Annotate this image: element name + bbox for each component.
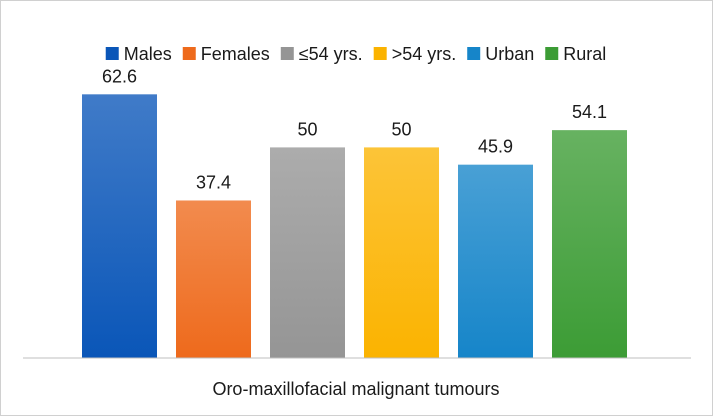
x-axis-label: Oro-maxillofacial malignant tumours (212, 379, 499, 399)
bar-females (176, 200, 251, 358)
data-label-urban: 45.9 (478, 137, 513, 157)
data-label-54-yrs: 50 (391, 119, 411, 139)
legend-label-54-yrs: ≤54 yrs. (299, 44, 363, 64)
chart-legend: Males Females ≤54 yrs. >54 yrs. Urban Rural (105, 44, 606, 64)
bar-males (82, 94, 157, 358)
legend-item-females: Females (182, 44, 270, 64)
legend-label-urban: Urban (485, 44, 534, 64)
data-label-rural: 54.1 (572, 102, 607, 122)
legend-swatch-54-yrs (280, 47, 294, 60)
legend-item-rural: Rural (545, 44, 606, 64)
legend-swatch-urban (467, 47, 481, 60)
legend-label-54-yrs: >54 yrs. (392, 44, 457, 64)
legend-label-rural: Rural (563, 44, 606, 64)
legend-item-males: Males (105, 44, 172, 64)
legend-label-females: Females (201, 44, 270, 64)
legend-swatch-females (182, 47, 196, 60)
legend-item-54-yrs: >54 yrs. (373, 44, 457, 64)
value-labels: 62.6 37.4 50 50 45.9 54.1 (102, 66, 607, 192)
bar-54-yrs (364, 147, 439, 358)
bars (82, 94, 627, 358)
legend-item-urban: Urban (467, 44, 534, 64)
data-label-females: 37.4 (196, 172, 231, 192)
bar-urban (458, 164, 533, 358)
legend-swatch-males (105, 47, 119, 60)
data-label-males: 62.6 (102, 66, 137, 86)
legend-swatch-54-yrs (373, 47, 387, 60)
bar-rural (552, 130, 627, 358)
bar-54-yrs (270, 147, 345, 358)
legend-swatch-rural (545, 47, 559, 60)
legend-item-54-yrs: ≤54 yrs. (280, 44, 363, 64)
legend-label-males: Males (124, 44, 172, 64)
data-label-54-yrs: 50 (297, 119, 317, 139)
